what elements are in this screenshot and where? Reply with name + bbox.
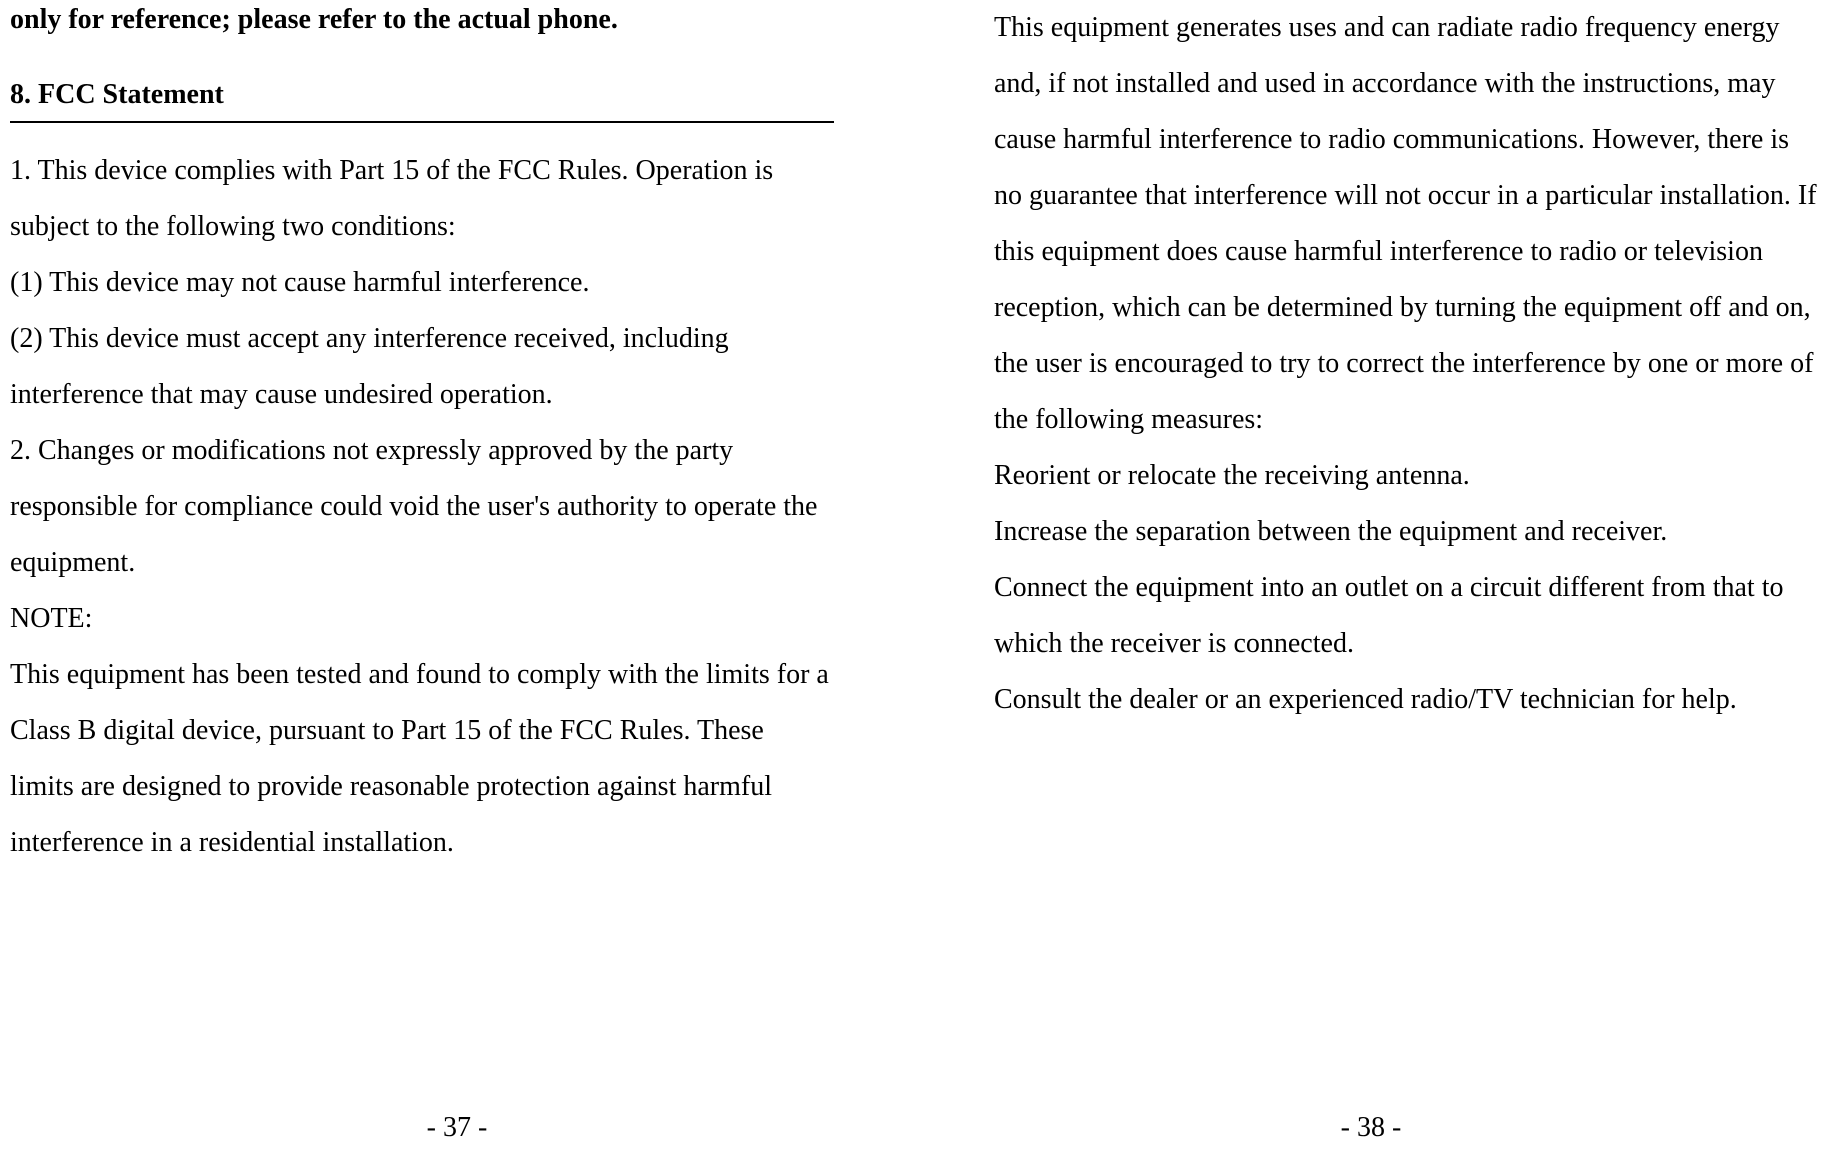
right-body-text: This equipment generates uses and can ra…	[994, 0, 1818, 728]
section-heading: 8. FCC Statement	[10, 79, 834, 111]
right-page-number: - 38 -	[1341, 1112, 1402, 1144]
left-page-number: - 37 -	[427, 1112, 488, 1144]
right-page: This equipment generates uses and can ra…	[914, 0, 1828, 1149]
left-body-text: 1. This device complies with Part 15 of …	[10, 143, 834, 871]
reference-note: only for reference; please refer to the …	[10, 0, 834, 39]
left-page: only for reference; please refer to the …	[0, 0, 914, 1149]
heading-underline	[10, 121, 834, 123]
